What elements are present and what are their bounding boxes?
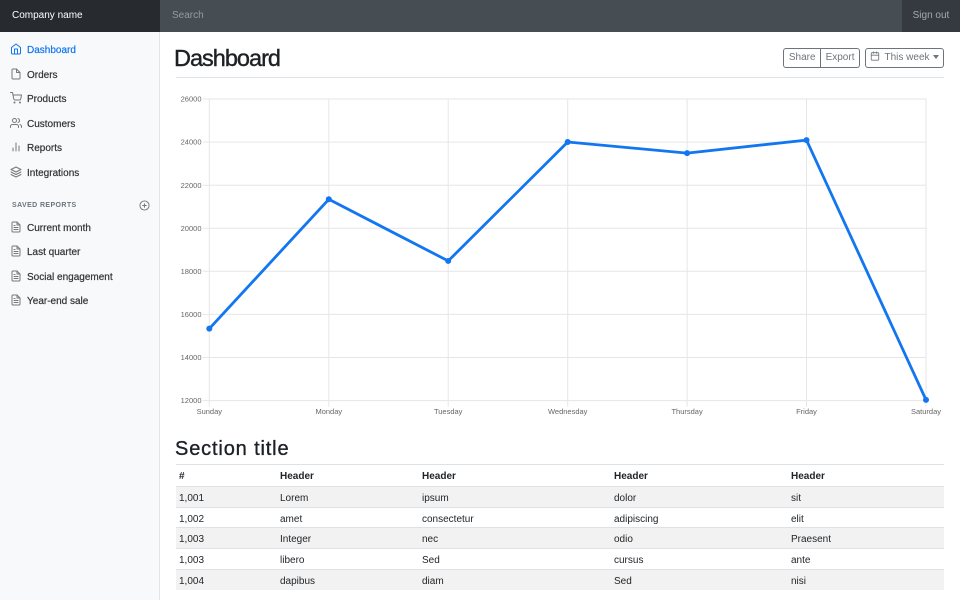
svg-text:26000: 26000 [181,95,202,104]
svg-text:Wednesday: Wednesday [548,407,588,416]
svg-text:14000: 14000 [181,353,202,362]
svg-text:Sunday: Sunday [197,407,223,416]
svg-text:Saturday: Saturday [911,407,941,416]
svg-text:18000: 18000 [181,267,202,276]
svg-text:Monday: Monday [315,407,342,416]
svg-text:16000: 16000 [181,310,202,319]
svg-text:20000: 20000 [181,224,202,233]
svg-text:Tuesday: Tuesday [434,407,463,416]
svg-text:Thursday: Thursday [671,407,703,416]
svg-text:22000: 22000 [181,181,202,190]
svg-text:24000: 24000 [181,138,202,147]
svg-text:Friday: Friday [796,407,817,416]
svg-text:12000: 12000 [181,396,202,405]
